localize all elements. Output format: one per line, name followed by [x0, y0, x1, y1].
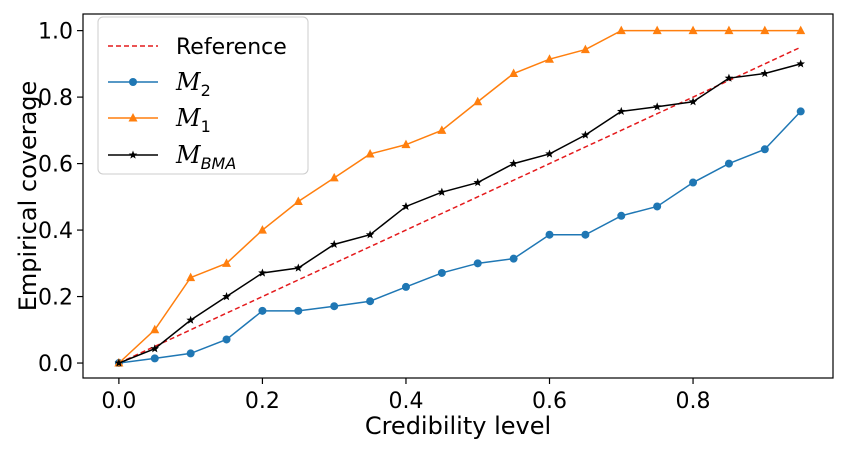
series-line-m2 — [118, 110, 802, 364]
series-line-mbma — [118, 63, 801, 364]
data-point-m2 — [258, 306, 267, 315]
data-point-mbma — [688, 97, 698, 106]
y-tick-label: 1.0 — [38, 20, 73, 45]
data-point-m2 — [366, 297, 375, 306]
data-point-m2 — [150, 354, 159, 363]
legend-label-m1-sub: 1 — [201, 117, 211, 136]
data-point-mbma — [114, 358, 124, 367]
data-point-mbma — [509, 159, 518, 168]
plot-marks — [114, 25, 806, 368]
data-point-m2 — [222, 335, 231, 344]
legend-label-m2: M2 — [175, 68, 211, 100]
data-point-mbma — [581, 130, 590, 139]
series-reference — [118, 46, 802, 364]
data-point-mbma — [186, 315, 195, 324]
data-point-m1 — [257, 225, 267, 234]
data-point-m1 — [724, 25, 734, 35]
data-point-m1 — [329, 172, 339, 182]
legend-label-mbma-script: M — [175, 141, 202, 169]
data-point-m1 — [437, 125, 447, 134]
data-point-m2 — [653, 202, 662, 211]
data-point-m1 — [509, 68, 519, 78]
y-tick-label: 0.0 — [38, 352, 73, 377]
legend-marker-m2 — [129, 78, 137, 86]
data-point-m1 — [186, 272, 196, 282]
x-tick-label: 0.8 — [676, 389, 711, 414]
x-tick-label: 0.0 — [101, 389, 136, 414]
data-point-m1 — [652, 25, 662, 35]
data-point-mbma — [437, 187, 447, 196]
data-point-mbma — [617, 106, 626, 116]
data-point-m1 — [150, 324, 160, 334]
data-point-mbma — [365, 230, 375, 239]
data-point-mbma — [294, 263, 303, 272]
legend-label-reference: Reference — [176, 35, 287, 60]
series-m2 — [114, 107, 805, 368]
data-point-m1 — [401, 139, 411, 149]
legend-label-mbma-sub: BMA — [201, 154, 237, 173]
data-point-mbma — [796, 59, 805, 68]
x-tick-label: 0.6 — [532, 389, 567, 414]
data-point-m2 — [509, 254, 518, 263]
x-axis-label: Credibility level — [365, 412, 551, 440]
data-point-m1 — [222, 258, 232, 267]
y-tick-label: 0.2 — [38, 286, 73, 311]
data-point-m2 — [294, 306, 303, 315]
legend-marker-m1 — [128, 113, 138, 122]
data-point-m2 — [473, 259, 482, 268]
data-point-m2 — [617, 211, 626, 220]
data-point-m2 — [581, 230, 590, 239]
legend: Reference M2 M1 MBMA — [97, 16, 309, 175]
legend-box — [97, 16, 309, 175]
legend-label-mbma: MBMA — [175, 141, 236, 173]
data-point-m2 — [760, 145, 769, 154]
legend-marker-mbma — [128, 150, 138, 159]
data-point-m1 — [580, 44, 590, 54]
data-point-m1 — [545, 54, 555, 63]
data-point-mbma — [329, 239, 339, 249]
legend-label-m1: M1 — [175, 104, 211, 136]
data-point-mbma — [222, 292, 231, 301]
data-point-m2 — [796, 107, 805, 116]
data-point-m2 — [545, 230, 554, 239]
data-point-mbma — [150, 344, 160, 353]
y-axis-label: Empirical coverage — [14, 81, 42, 312]
series-mbma — [114, 59, 805, 367]
y-tick-label: 0.4 — [38, 219, 73, 244]
data-point-mbma — [724, 73, 734, 82]
legend-label-m1-script: M — [175, 104, 202, 132]
legend-label-m2-script: M — [175, 68, 202, 96]
data-point-m2 — [724, 159, 733, 168]
series-line-m1 — [118, 29, 801, 364]
series-line-reference — [118, 46, 802, 364]
data-point-mbma — [545, 149, 554, 158]
data-point-m1 — [796, 25, 806, 35]
data-point-m1 — [365, 148, 375, 158]
x-tick-label: 0.4 — [388, 389, 423, 414]
data-point-m2 — [401, 282, 410, 291]
y-tick-label: 0.6 — [38, 153, 73, 178]
data-point-m2 — [437, 268, 446, 277]
data-point-mbma — [652, 102, 662, 111]
data-point-mbma — [258, 268, 267, 277]
data-point-m1 — [616, 25, 626, 35]
data-point-m1 — [760, 25, 770, 35]
data-point-m1 — [293, 196, 303, 205]
data-point-mbma — [401, 201, 411, 211]
x-tick-label: 0.2 — [245, 389, 280, 414]
axis-ticks: 0.0 0.2 0.4 0.6 0.8 0.0 0.2 0.4 0.6 0.8 1.0 — [38, 20, 711, 414]
legend-label-m2-sub: 2 — [201, 81, 211, 100]
data-point-mbma — [760, 69, 770, 78]
data-point-m2 — [330, 302, 339, 311]
y-tick-label: 0.8 — [38, 86, 73, 111]
series-m1 — [114, 25, 806, 367]
data-point-m1 — [473, 96, 483, 106]
data-point-mbma — [473, 178, 483, 187]
data-point-m2 — [186, 349, 195, 358]
data-point-m1 — [688, 25, 698, 35]
plot-frame — [82, 13, 834, 379]
data-point-m2 — [689, 178, 698, 187]
